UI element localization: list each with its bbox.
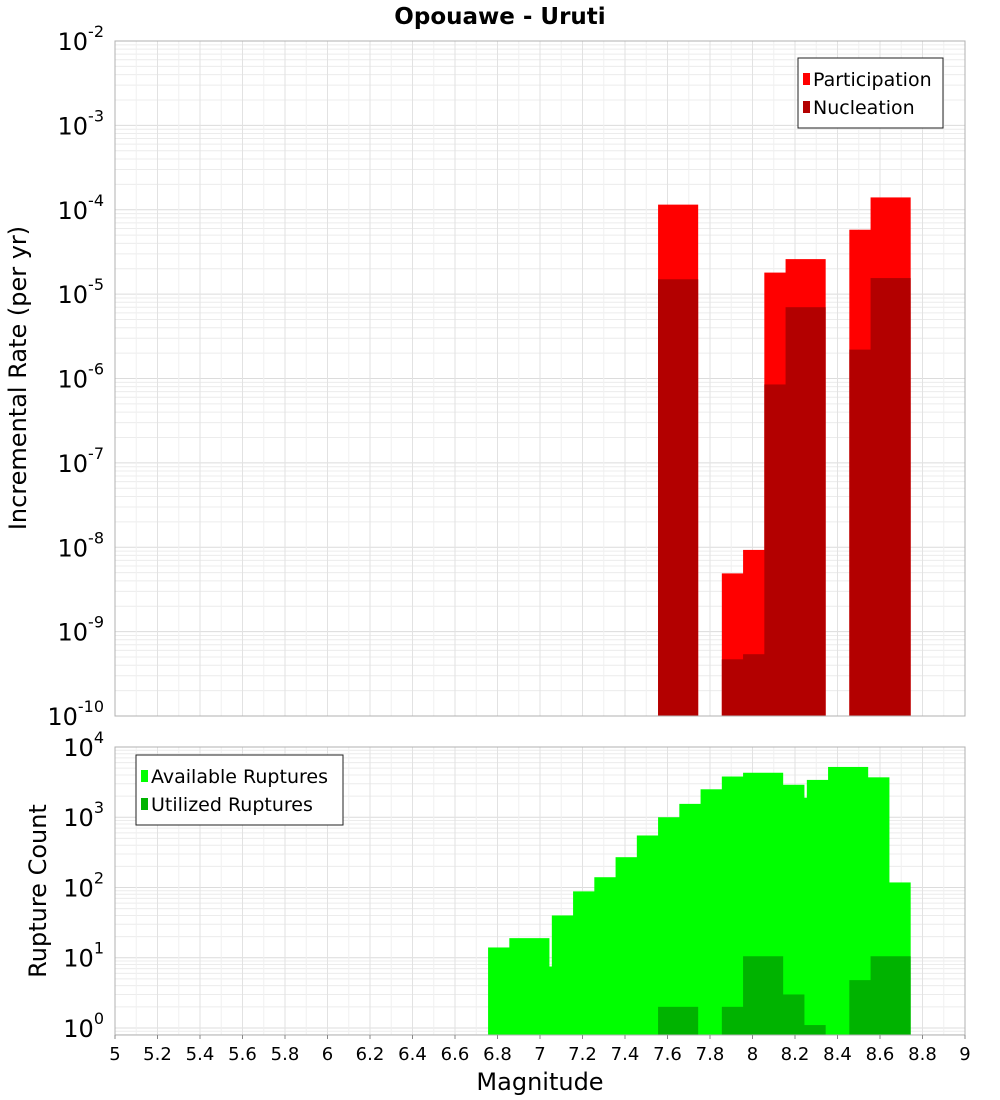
legend-entry: Utilized Ruptures bbox=[151, 794, 313, 816]
y-tick-label: 100 bbox=[63, 1009, 104, 1043]
top-y-ticks: 10-2 10-3 10-4 10-5 10-6 10-7 10-8 10-9 10-10 bbox=[47, 22, 104, 731]
x-tick-label: 5.2 bbox=[143, 1044, 172, 1065]
x-tick-label: 6.6 bbox=[441, 1044, 470, 1065]
bottom-y-ticks: 104 103 102 101 100 bbox=[63, 728, 104, 1043]
bottom-bar-utilized-ruptures bbox=[658, 1006, 699, 1035]
x-tick-label: 5.6 bbox=[228, 1044, 257, 1065]
legend-swatch bbox=[803, 73, 810, 85]
x-tick-label: 8.8 bbox=[908, 1044, 937, 1065]
y-tick-label: 10-7 bbox=[58, 444, 105, 478]
y-tick-label: 101 bbox=[63, 939, 104, 973]
x-ticks: 5 5.2 5.4 5.6 5.8 6 6.2 6.4 6.6 6.8 7 7.2 7.4 7.6 7.8 8… bbox=[109, 1035, 971, 1065]
x-tick-label: 7.8 bbox=[696, 1044, 725, 1065]
x-tick-label: 5.4 bbox=[186, 1044, 215, 1065]
bottom-bar-utilized-ruptures bbox=[785, 1025, 826, 1035]
x-tick-label: 5.8 bbox=[271, 1044, 300, 1065]
x-tick-label: 7.6 bbox=[653, 1044, 682, 1065]
y-tick-label: 10-10 bbox=[47, 697, 104, 731]
x-tick-label: 8 bbox=[747, 1044, 758, 1065]
y-tick-label: 10-8 bbox=[58, 528, 105, 562]
legend-entry: Available Ruptures bbox=[151, 766, 328, 788]
y-tick-label: 104 bbox=[63, 728, 104, 762]
x-tick-label: 7.4 bbox=[611, 1044, 640, 1065]
top-bar-nucleation bbox=[785, 307, 826, 716]
top-y-axis-label: Incremental Rate (per yr) bbox=[4, 226, 32, 530]
legend-entry: Participation bbox=[813, 69, 932, 91]
legend-swatch bbox=[141, 798, 148, 810]
bottom-y-axis-label: Rupture Count bbox=[24, 804, 52, 978]
legend-swatch bbox=[141, 770, 148, 782]
x-tick-label: 8.4 bbox=[823, 1044, 852, 1065]
top-legend: Participation Nucleation bbox=[797, 57, 944, 129]
legend-box bbox=[797, 57, 944, 129]
top-plot-frame bbox=[114, 40, 966, 717]
y-tick-label: 10-9 bbox=[58, 613, 105, 647]
x-tick-label: 6.8 bbox=[483, 1044, 512, 1065]
bottom-bar-utilized-ruptures bbox=[870, 956, 911, 1035]
chart-title: Opouawe - Uruti bbox=[394, 4, 605, 30]
x-tick-label: 7 bbox=[534, 1044, 545, 1065]
x-tick-label: 6 bbox=[322, 1044, 333, 1065]
top-plot-grid bbox=[114, 41, 966, 717]
bottom-legend: Available Ruptures Utilized Ruptures bbox=[135, 754, 344, 826]
top-plot-bars bbox=[658, 197, 911, 717]
y-tick-label: 10-2 bbox=[58, 22, 105, 56]
y-tick-label: 103 bbox=[63, 798, 104, 832]
x-tick-label: 7.2 bbox=[568, 1044, 597, 1065]
legend-entry: Nucleation bbox=[813, 97, 915, 119]
y-tick-label: 10-3 bbox=[58, 106, 105, 140]
x-tick-label: 5 bbox=[109, 1044, 120, 1065]
bottom-plot-bars bbox=[488, 766, 911, 1035]
x-tick-label: 6.2 bbox=[356, 1044, 385, 1065]
x-tick-label: 8.6 bbox=[866, 1044, 895, 1065]
y-tick-label: 102 bbox=[63, 868, 104, 902]
y-tick-label: 10-5 bbox=[58, 275, 105, 309]
top-bar-nucleation bbox=[870, 278, 911, 716]
y-tick-label: 10-6 bbox=[58, 360, 105, 394]
y-tick-label: 10-4 bbox=[58, 191, 105, 225]
x-tick-label: 6.4 bbox=[398, 1044, 427, 1065]
x-tick-label: 8.2 bbox=[781, 1044, 810, 1065]
top-bar-nucleation bbox=[658, 279, 699, 716]
legend-swatch bbox=[803, 101, 810, 113]
x-axis-label: Magnitude bbox=[476, 1068, 603, 1096]
x-tick-label: 9 bbox=[959, 1044, 970, 1065]
legend-box bbox=[135, 754, 344, 826]
